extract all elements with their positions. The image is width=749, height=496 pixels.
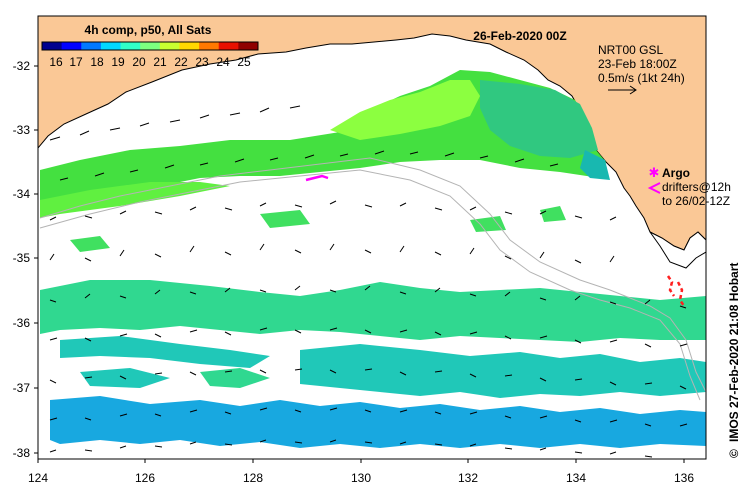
colorbar-swatch <box>199 42 220 50</box>
x-tick-label: 124 <box>28 471 48 485</box>
y-tick-label: -36 <box>13 316 31 330</box>
current-info-line1: NRT00 GSL <box>598 43 663 57</box>
drifter-track-magenta <box>305 174 329 182</box>
colorbar-tick: 20 <box>132 55 146 69</box>
date-title: 26-Feb-2020 00Z <box>473 29 566 43</box>
colorbar-tick: 23 <box>195 55 209 69</box>
colorbar-tick: 18 <box>90 55 104 69</box>
x-axis <box>37 459 685 463</box>
colorbar-tick: 22 <box>174 55 188 69</box>
y-tick-label: -38 <box>13 446 31 460</box>
current-vectors <box>49 105 688 458</box>
argo-star-icon: ✱ <box>649 166 660 181</box>
colorbar-frame <box>41 41 259 51</box>
colorbar-swatch <box>218 42 239 50</box>
drifter-track-red-1 <box>666 275 676 297</box>
scale-arrow-icon <box>608 85 637 95</box>
y-axis <box>34 65 38 454</box>
colorbar: 4h comp, p50, All Sats 16 17 18 19 20 21… <box>41 23 259 69</box>
colorbar-swatch <box>81 42 102 50</box>
x-tick-label: 134 <box>566 471 586 485</box>
colorbar-swatch <box>238 42 259 50</box>
drifter-label-line2: to 26/02-12Z <box>662 194 730 208</box>
credit-text: IMOS 27-Feb-2020 21:08 Hobart <box>727 263 741 442</box>
colorbar-swatch <box>120 42 141 50</box>
y-tick-label: -37 <box>13 381 31 395</box>
x-tick-label: 132 <box>458 471 478 485</box>
y-tick-label: -34 <box>13 187 31 201</box>
drifter-marker-icon <box>647 182 661 194</box>
colorbar-tick: 19 <box>111 55 125 69</box>
drifter-label-line1: drifters@12h <box>662 180 731 194</box>
credit: © IMOS 27-Feb-2020 21:08 Hobart <box>727 263 741 458</box>
x-tick-label: 128 <box>243 471 263 485</box>
current-info: NRT00 GSL 23-Feb 18:00Z 0.5m/s (1kt 24h) <box>598 43 685 95</box>
y-tick-label: -32 <box>13 59 31 73</box>
copyright-symbol: © <box>727 449 741 458</box>
plot-area <box>38 16 706 459</box>
colorbar-swatches <box>42 42 259 50</box>
current-info-line2: 23-Feb 18:00Z <box>598 57 677 71</box>
argo-legend: ✱ Argo drifters@12h to 26/02-12Z <box>647 166 731 208</box>
colorbar-swatch <box>159 42 180 50</box>
colorbar-tick: 25 <box>237 55 251 69</box>
plot-frame <box>37 15 707 460</box>
colorbar-tick: 24 <box>216 55 230 69</box>
y-axis-labels: -32 -33 -34 -35 -36 -37 -38 <box>13 59 31 460</box>
x-tick-label: 126 <box>135 471 155 485</box>
drifter-track-red-2 <box>676 281 686 307</box>
argo-label: Argo <box>662 166 690 180</box>
y-tick-label: -35 <box>13 251 31 265</box>
colorbar-tick: 21 <box>153 55 167 69</box>
colorbar-swatch <box>179 42 200 50</box>
current-info-line3: 0.5m/s (1kt 24h) <box>598 71 685 85</box>
colorbar-swatch <box>42 42 63 50</box>
drifter-tracks <box>305 174 686 307</box>
sst-patches <box>40 70 706 448</box>
colorbar-title: 4h comp, p50, All Sats <box>85 23 212 37</box>
colorbar-swatch <box>100 42 122 50</box>
x-axis-labels: 124 126 128 130 132 134 136 <box>28 471 694 485</box>
x-tick-label: 130 <box>351 471 371 485</box>
gulf-coast <box>649 231 706 269</box>
colorbar-tick: 16 <box>49 55 63 69</box>
colorbar-swatch <box>61 42 82 50</box>
isobath-lines <box>39 157 706 401</box>
x-tick-label: 136 <box>674 471 694 485</box>
colorbar-tick: 17 <box>69 55 83 69</box>
y-tick-label: -33 <box>13 123 31 137</box>
colorbar-swatch <box>140 42 161 50</box>
